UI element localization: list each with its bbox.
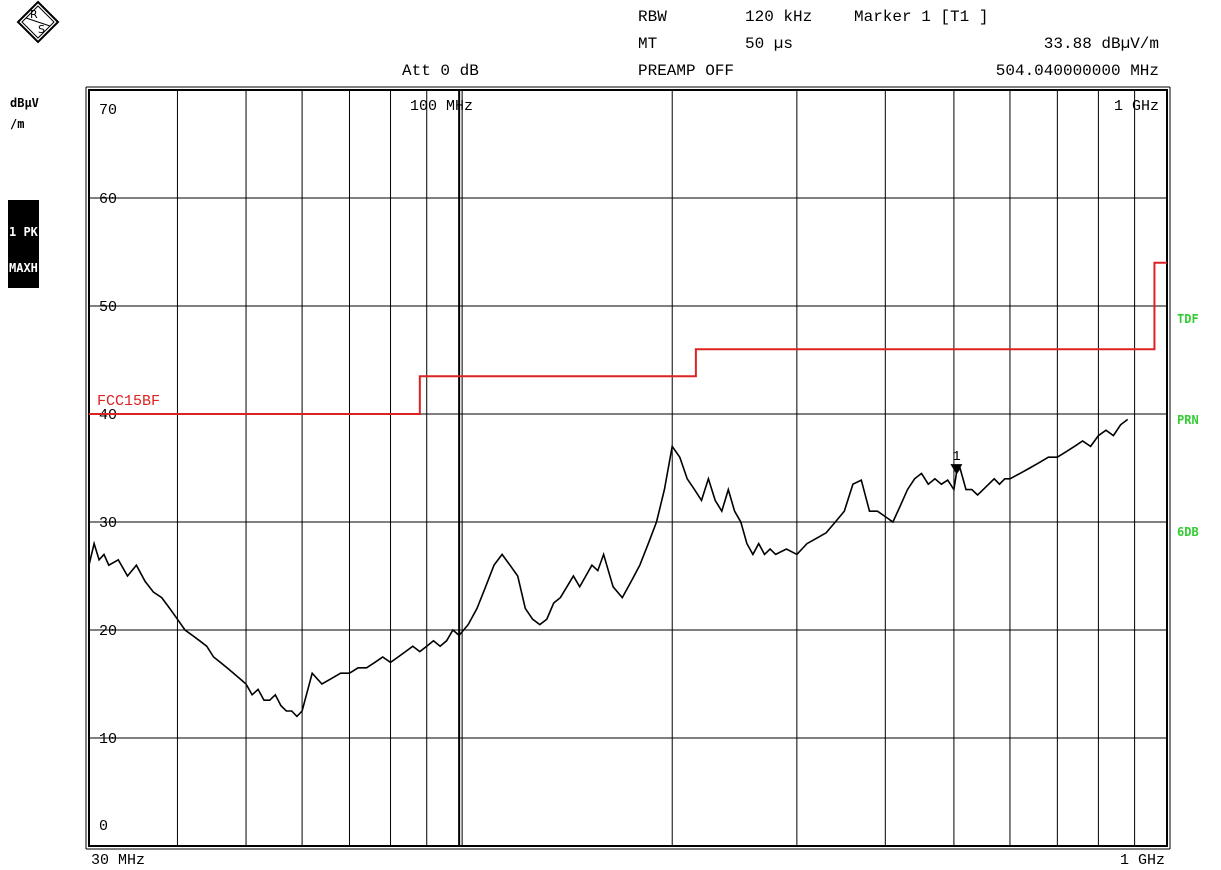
mt-label: MT xyxy=(638,35,658,53)
y-tick-label: 30 xyxy=(99,515,117,532)
marker-triangle xyxy=(950,464,963,475)
mt-value: 50 µs xyxy=(745,35,794,53)
marker-group: 1 xyxy=(950,449,963,475)
marker-label: 1 xyxy=(952,449,960,465)
y-tick-label: 40 xyxy=(99,407,117,424)
marker-level: 33.88 dBµV/m xyxy=(1043,35,1159,53)
y-tick-labels: 0 10 20 30 40 50 60 70 xyxy=(99,102,117,835)
trace-series xyxy=(88,418,1129,718)
rbw-label: RBW xyxy=(638,8,667,26)
svg-text:R: R xyxy=(30,8,38,21)
limit-line xyxy=(89,261,1167,415)
x-label-left: 30 MHz xyxy=(91,852,146,869)
6db-tag: 6DB xyxy=(1177,525,1199,539)
rbw-value: 120 kHz xyxy=(745,8,813,26)
marker-title: Marker 1 [T1 ] xyxy=(854,8,989,26)
limit-polyline xyxy=(89,261,1167,415)
trace-detector-line2: MAXH xyxy=(9,261,38,275)
y-tick-label: 20 xyxy=(99,623,117,640)
x-label-top-right: 1 GHz xyxy=(1113,98,1159,115)
chart-grid xyxy=(85,86,1171,850)
marker-frequency: 504.040000000 MHz xyxy=(995,62,1159,80)
unit-label-line2: /m xyxy=(10,117,25,131)
preamp-status: PREAMP OFF xyxy=(638,62,735,80)
y-tick-label: 70 xyxy=(99,102,117,119)
rs-logo-icon: R S xyxy=(16,0,60,44)
svg-text:S: S xyxy=(38,23,45,36)
attenuation: Att 0 dB xyxy=(402,62,479,80)
trace-detector-badge: 1 PK MAXH xyxy=(8,200,39,288)
x-label-right: 1 GHz xyxy=(1119,852,1165,869)
unit-label-line1: dBµV xyxy=(10,96,39,110)
x-label-top-mid: 100 MHz xyxy=(410,98,474,115)
y-tick-label: 0 xyxy=(99,818,108,835)
trace-detector-line1: 1 PK xyxy=(9,225,38,239)
plot-frame xyxy=(88,89,1168,847)
y-tick-label: 50 xyxy=(99,299,117,316)
prn-tag: PRN xyxy=(1177,413,1199,427)
limit-line-name: FCC15BF xyxy=(97,393,161,410)
trace-polyline xyxy=(88,418,1129,718)
tdf-tag: TDF xyxy=(1177,312,1199,326)
y-tick-label: 10 xyxy=(99,731,117,748)
y-tick-label: 60 xyxy=(99,191,117,208)
